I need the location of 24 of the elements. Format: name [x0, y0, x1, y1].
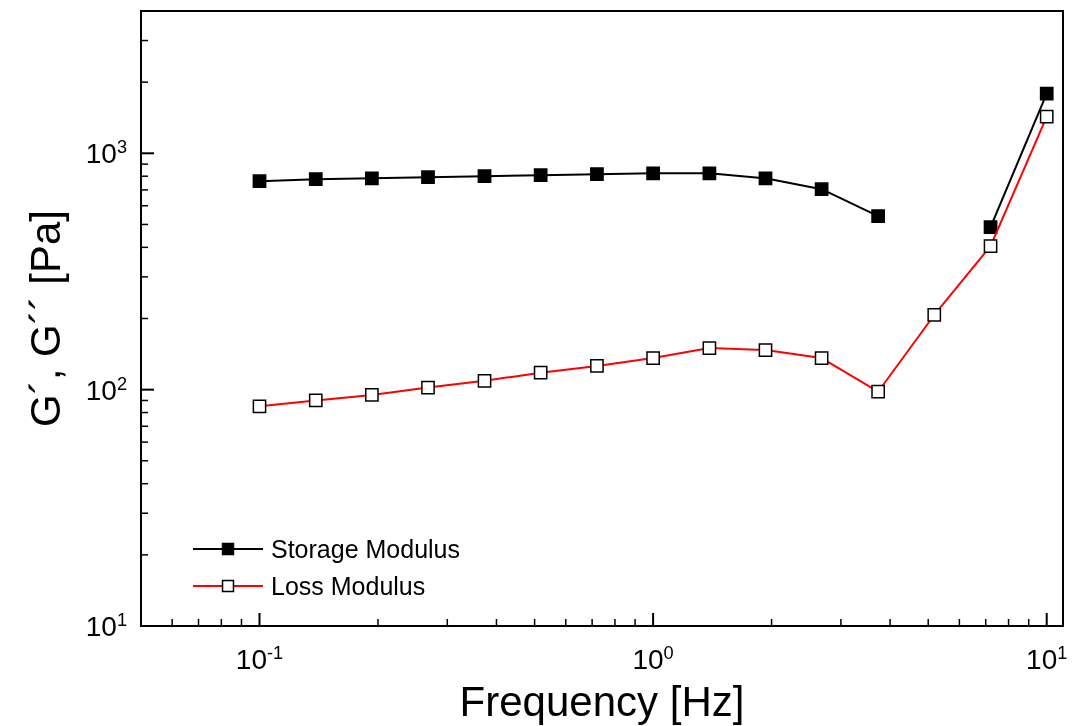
x-tick-label: 10$^{-1}$: [235, 643, 284, 675]
point: [1039, 86, 1054, 101]
point: [983, 220, 998, 235]
y-tick-label: 10$^{1}$: [85, 610, 127, 642]
point: [814, 182, 829, 197]
point: [646, 166, 660, 181]
point: [533, 168, 548, 183]
point: [871, 209, 885, 224]
point: [421, 170, 435, 185]
point: [590, 167, 604, 182]
y-tick-label: 10$^{3}$: [85, 137, 127, 170]
y-tick-label: 10$^{2}$: [85, 373, 127, 406]
point: [365, 171, 379, 186]
y-axis-title: G´, G´´ [Pa]: [22, 209, 69, 428]
x-tick-label: 10$^{1}$: [1026, 643, 1068, 675]
point: [758, 171, 773, 186]
point: [477, 169, 492, 184]
legend-label: Storage Modulus: [271, 535, 461, 563]
x-axis-title: Frequency [Hz]: [459, 678, 745, 725]
point: [308, 172, 323, 187]
x-tick-label: 10$^{0}$: [632, 643, 674, 675]
point: [252, 174, 267, 189]
legend-label: Loss Modulus: [271, 572, 426, 600]
point: [702, 166, 717, 181]
